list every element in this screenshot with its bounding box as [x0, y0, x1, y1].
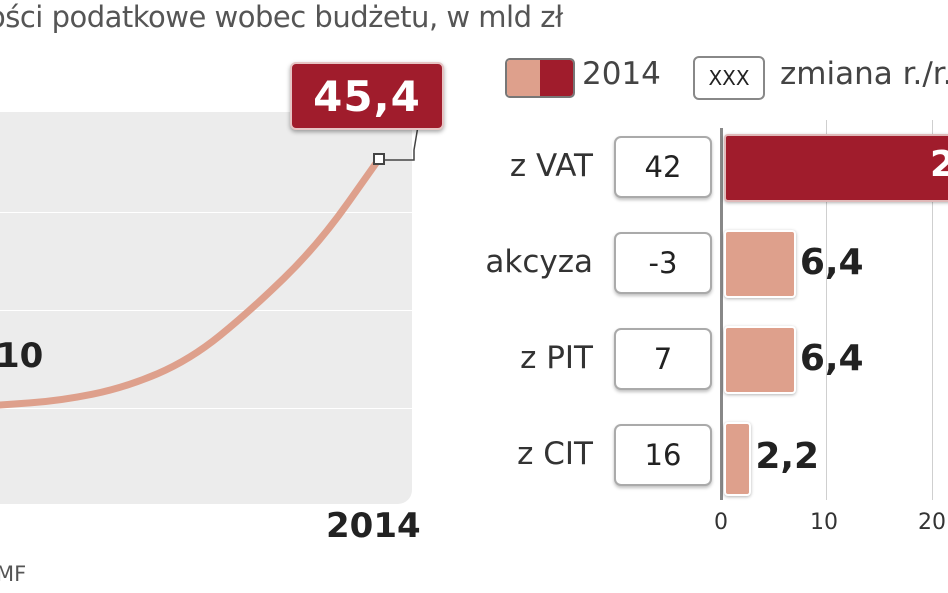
category-label: z VAT	[509, 148, 593, 184]
vertical-gridline	[932, 120, 933, 500]
x-tick-label: 10	[810, 510, 838, 535]
legend-series-label: 2014	[582, 56, 661, 92]
vertical-gridline	[826, 120, 827, 500]
source-label: MF	[0, 562, 27, 586]
line-chart-panel	[0, 112, 412, 504]
bar-cit	[724, 422, 752, 496]
legend-swatch	[505, 58, 575, 98]
bar-value-label: 2,2	[755, 436, 820, 477]
chart-title: ości podatkowe wobec budżetu, w mld zł	[0, 0, 563, 34]
category-label: akcyza	[485, 244, 593, 280]
legend-swatch-light	[507, 60, 540, 96]
change-box: -3	[614, 232, 712, 294]
change-box: 42	[614, 136, 712, 198]
x-tick-label: 0	[714, 510, 728, 535]
start-value-label: 10	[0, 336, 44, 376]
gridline	[0, 212, 412, 213]
leader-line	[380, 125, 419, 161]
category-label: z PIT	[520, 340, 593, 376]
end-year-label: 2014	[326, 506, 421, 546]
bar-pit	[724, 326, 796, 394]
gridline	[0, 310, 412, 311]
category-label: z CIT	[517, 436, 593, 472]
bar-value-label: 2	[930, 144, 948, 185]
line-series	[0, 155, 383, 409]
legend-change-box: XXX	[693, 56, 765, 100]
gridline	[0, 408, 412, 409]
change-box: 16	[614, 424, 712, 486]
bar-value-label: 6,4	[799, 338, 864, 379]
change-box: 7	[614, 328, 712, 390]
bar-vat	[724, 134, 948, 202]
end-value-badge: 45,4	[290, 62, 444, 130]
legend-swatch-dark	[540, 60, 573, 96]
bar-akcyza	[724, 230, 796, 298]
bar-axis-line	[720, 128, 723, 500]
legend-change-label: zmiana r./r.	[780, 56, 948, 92]
x-tick-label: 20	[918, 510, 946, 535]
bar-value-label: 6,4	[799, 242, 864, 283]
end-point-marker	[373, 153, 385, 165]
